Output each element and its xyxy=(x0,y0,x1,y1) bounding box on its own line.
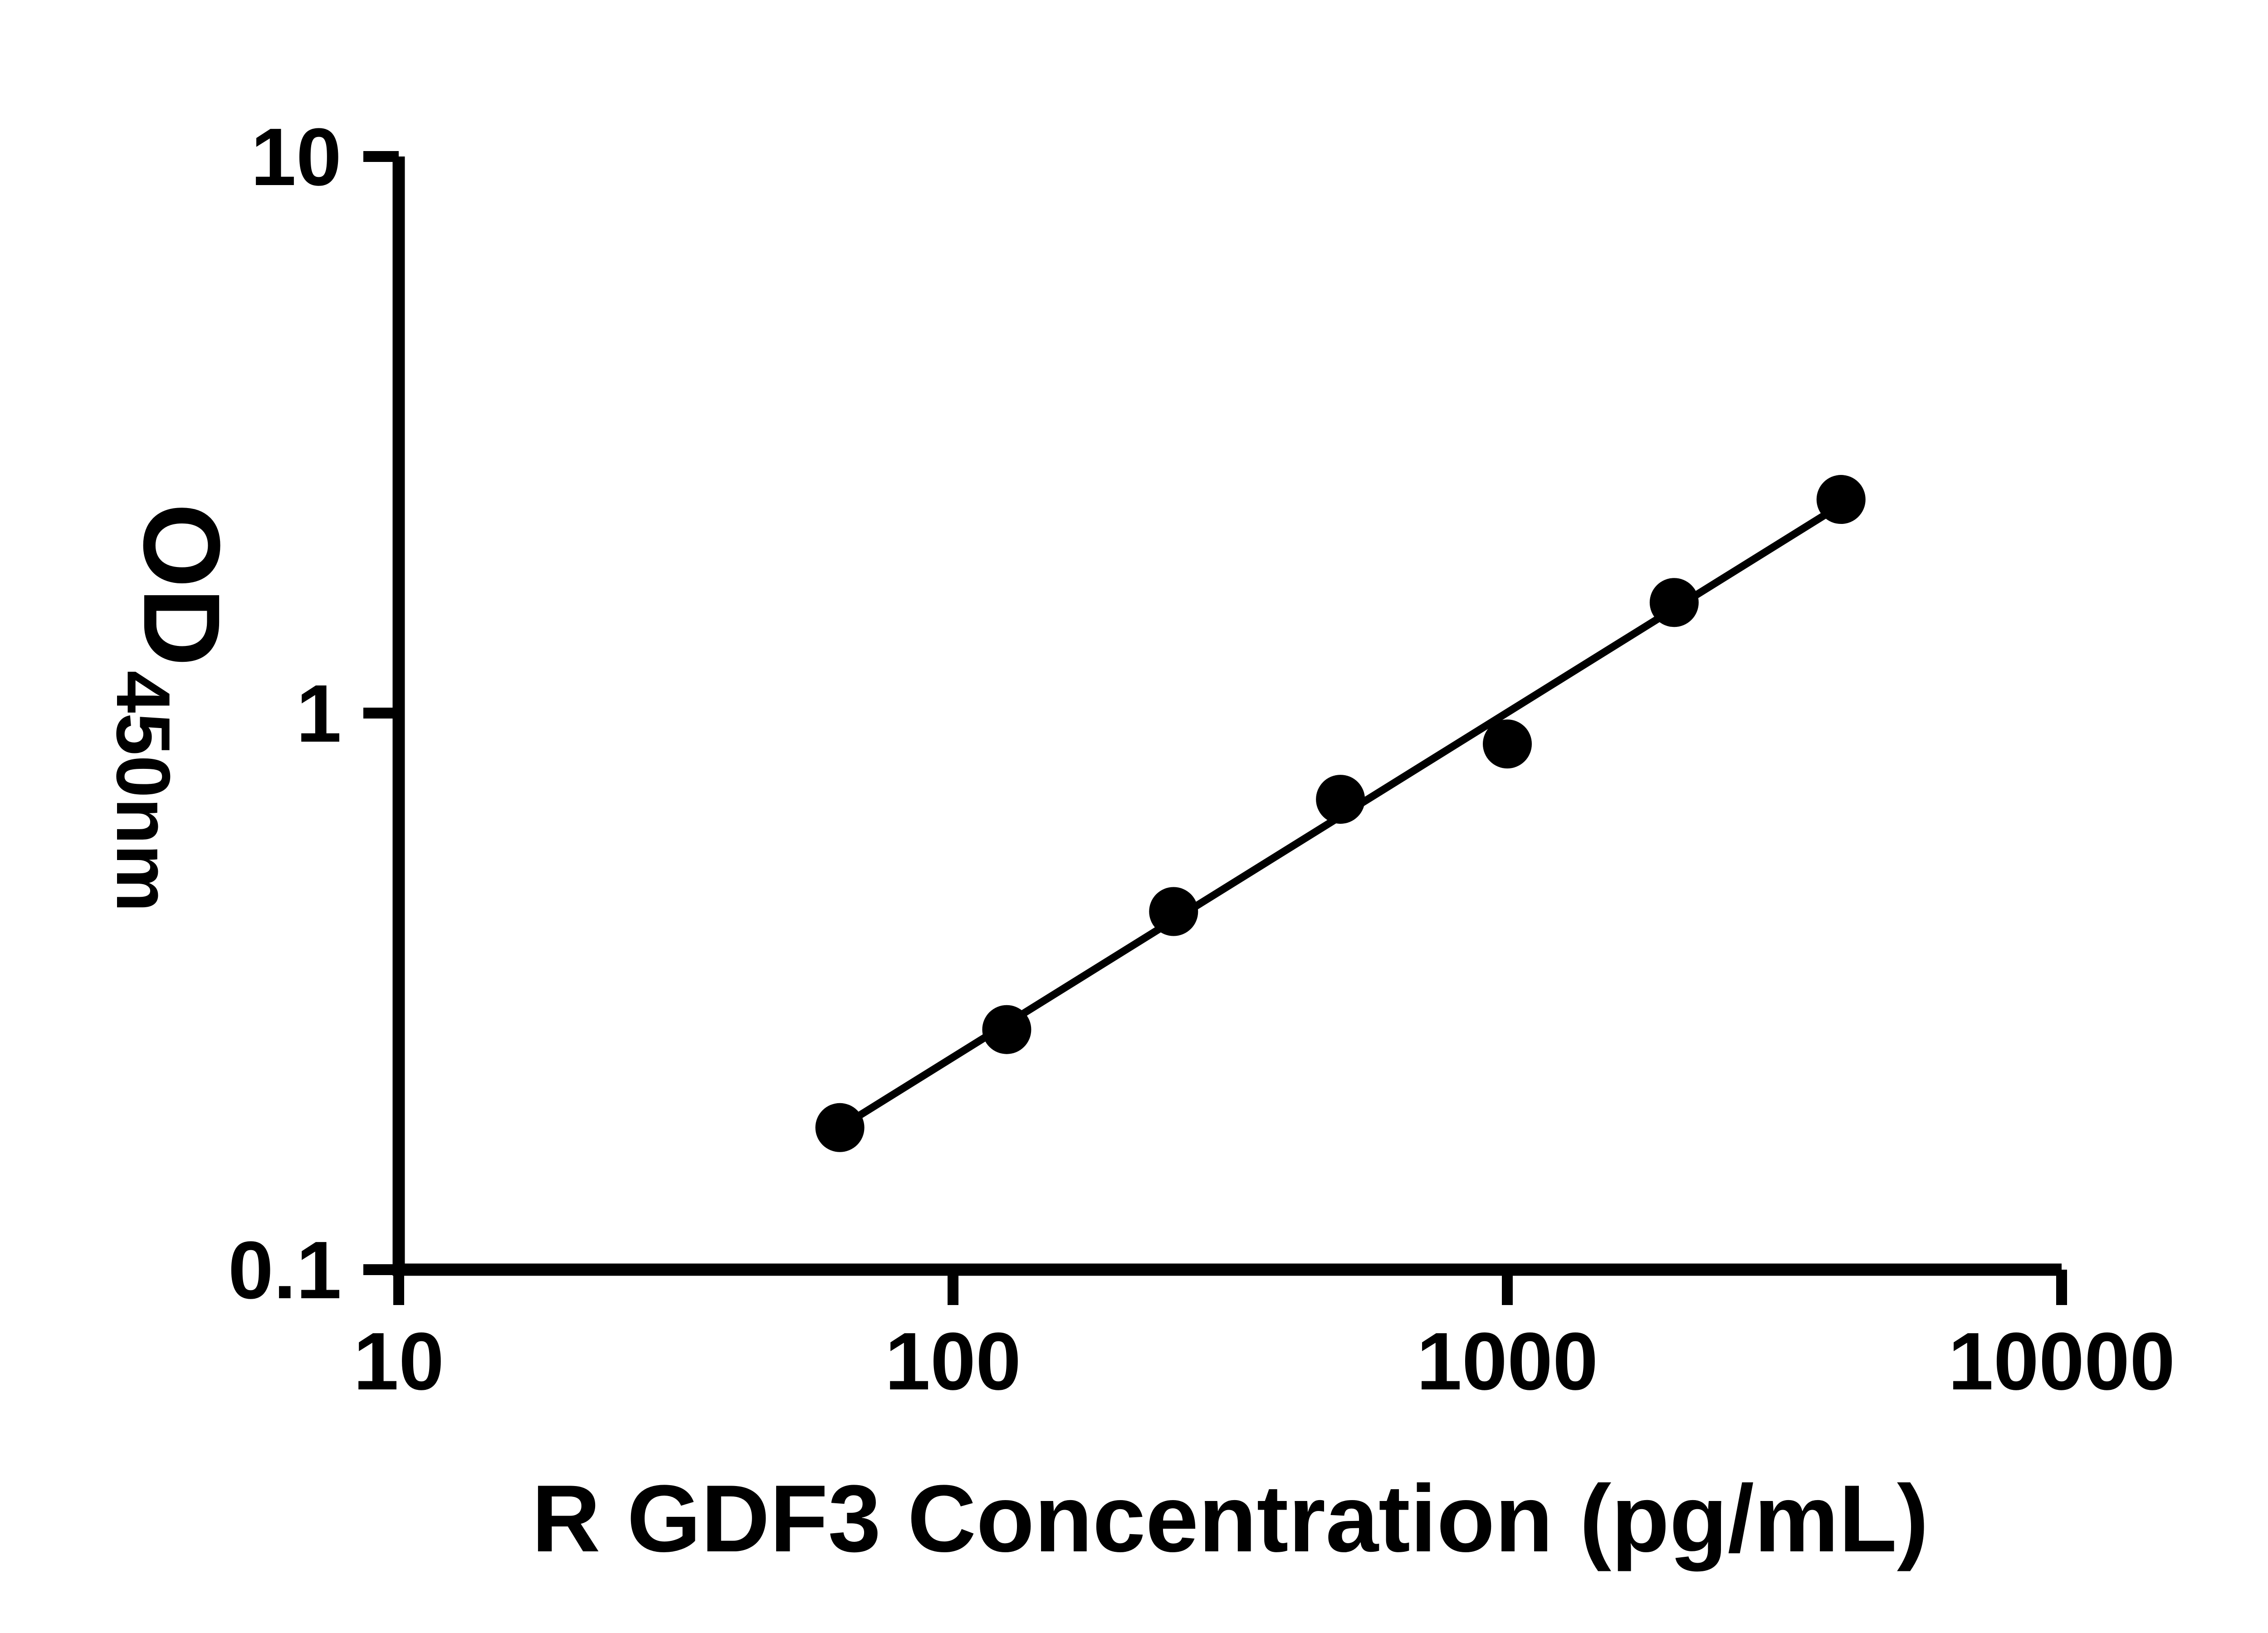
y-tick-label: 10 xyxy=(251,112,342,203)
plot-area: 10 100 1000 10000 0.1 1 10 xyxy=(228,112,2175,1407)
x-tick-label: 10000 xyxy=(1948,1316,2175,1407)
x-axis-title: R GDF3 Concentration (pg/mL) xyxy=(532,1465,1929,1572)
y-axis-title-sub: 450nm xyxy=(101,670,186,912)
y-axis-title: OD450nm xyxy=(101,503,243,912)
y-tick-label: 0.1 xyxy=(228,1225,342,1316)
data-point xyxy=(1483,719,1532,769)
data-point xyxy=(815,1103,865,1152)
y-tick-label: 1 xyxy=(296,668,342,759)
data-point xyxy=(1149,887,1198,936)
data-point xyxy=(982,1005,1031,1054)
y-axis-title-main: OD xyxy=(121,503,243,666)
data-point xyxy=(1649,578,1699,627)
data-point xyxy=(1816,475,1866,524)
data-point xyxy=(1316,775,1365,824)
x-tick-label: 1000 xyxy=(1417,1316,1598,1407)
x-tick-label: 10 xyxy=(353,1316,444,1407)
x-tick-label: 100 xyxy=(885,1316,1021,1407)
